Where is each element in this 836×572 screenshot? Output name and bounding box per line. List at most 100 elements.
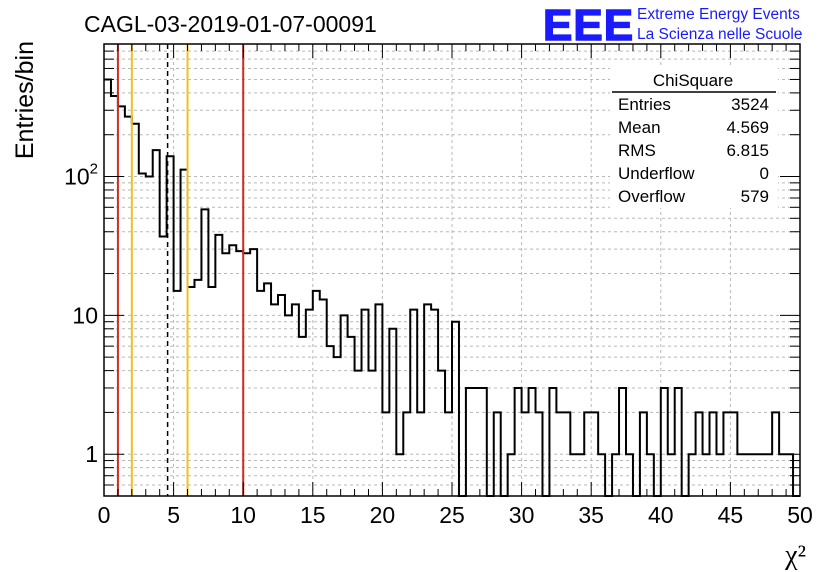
- chart-title: CAGL-03-2019-01-07-00091: [84, 11, 377, 37]
- histogram-bin: [201, 209, 208, 496]
- x-tick-label: 5: [167, 502, 180, 528]
- histogram-bin: [522, 412, 529, 496]
- x-tick-label: 45: [718, 502, 744, 528]
- histogram-bin: [382, 412, 389, 496]
- stats-box-title: ChiSquare: [653, 71, 733, 90]
- histogram-bin: [473, 388, 480, 496]
- histogram-bin: [236, 251, 243, 496]
- histogram-bin: [306, 310, 313, 496]
- stats-row-value: 4.569: [726, 118, 769, 137]
- histogram-bin: [153, 150, 160, 496]
- histogram-bin: [424, 304, 431, 496]
- stats-row-label: Overflow: [618, 187, 686, 206]
- histogram-bin: [661, 388, 668, 496]
- histogram-bin: [132, 124, 139, 496]
- histogram-bin: [389, 329, 396, 496]
- histogram-bin: [536, 412, 543, 496]
- histogram-bin: [591, 412, 598, 496]
- x-axis-label: χ²: [784, 540, 806, 571]
- histogram-bin: [570, 454, 577, 496]
- histogram-bin: [292, 304, 299, 496]
- histogram-bin: [668, 454, 675, 496]
- stats-row-value: 6.815: [726, 141, 769, 160]
- histogram-bin: [362, 310, 369, 496]
- x-tick-label: 20: [370, 502, 396, 528]
- x-tick-label: 15: [300, 502, 326, 528]
- histogram-bin: [494, 412, 501, 496]
- histogram-bin: [723, 412, 730, 496]
- histogram-bin: [278, 295, 285, 496]
- histogram-bin: [188, 287, 195, 496]
- histogram-bin: [104, 79, 111, 496]
- x-tick-label: 25: [439, 502, 465, 528]
- histogram-bin: [549, 388, 556, 496]
- histogram-bin: [285, 315, 292, 496]
- histogram-bin: [619, 388, 626, 496]
- axis-ticks: [103, 44, 801, 496]
- histogram-bin: [348, 337, 355, 496]
- stats-box-background: [610, 66, 778, 208]
- histogram-bin: [355, 371, 362, 496]
- histogram-bin: [696, 412, 703, 496]
- histogram-bin: [716, 454, 723, 496]
- y-tick-label: 1: [85, 441, 98, 467]
- histogram-bin: [779, 454, 786, 496]
- histogram-bin: [215, 235, 222, 496]
- histogram-bin: [334, 357, 341, 496]
- histogram-bin: [118, 106, 125, 496]
- histogram-bin: [647, 454, 654, 496]
- stats-box: ChiSquare Entries 3524 Mean 4.569 RMS 6.815 Un…: [610, 66, 778, 208]
- stats-row-value: 3524: [731, 95, 769, 114]
- histogram-bin: [403, 412, 410, 496]
- histogram-bin: [139, 174, 146, 496]
- histogram-bin: [111, 96, 118, 496]
- histogram-bin: [612, 454, 619, 496]
- histogram-bin: [703, 454, 710, 496]
- histogram-bin: [417, 412, 424, 496]
- histogram: [104, 78, 800, 497]
- histogram-bin: [313, 291, 320, 496]
- histogram-bin: [556, 412, 563, 496]
- histogram-bin: [758, 454, 765, 496]
- histogram-bin: [327, 346, 334, 496]
- y-tick-label: 102: [64, 160, 98, 189]
- histogram-bin: [208, 287, 215, 496]
- histogram-bin: [710, 412, 717, 496]
- histogram-bin: [229, 245, 236, 496]
- x-tick-label: 10: [230, 502, 256, 528]
- histogram-bin: [160, 236, 167, 496]
- histogram-bin: [598, 454, 605, 496]
- y-axis-label: Entries/bin: [11, 41, 39, 159]
- histogram-bin: [675, 388, 682, 496]
- histogram-bin: [529, 388, 536, 496]
- histogram-bin: [577, 454, 584, 496]
- histogram-bin: [765, 454, 772, 496]
- histogram-bin: [146, 176, 153, 496]
- histogram-bin: [341, 315, 348, 496]
- histogram-bin: [320, 300, 327, 496]
- reference-lines: [116, 44, 245, 496]
- histogram-bin: [174, 291, 181, 496]
- histogram-bin: [250, 249, 257, 496]
- histogram-bin: [410, 310, 417, 496]
- histogram-bin: [271, 304, 278, 496]
- histogram-bin: [751, 454, 758, 496]
- histogram-bin: [194, 280, 201, 496]
- histogram-bin: [264, 283, 271, 496]
- y-tick-labels: 1 10 102: [64, 160, 98, 467]
- histogram-bin: [480, 388, 487, 496]
- stats-row-value: 0: [760, 164, 769, 183]
- x-tick-labels: 0 5 10 15 20 25 30 35 40 45 50: [98, 502, 813, 528]
- stats-row-label: Underflow: [618, 164, 695, 183]
- histogram-bin: [563, 412, 570, 496]
- logo: EEE Extreme Energy Events La Scienza nel…: [542, 0, 802, 51]
- stats-row-label: RMS: [618, 141, 656, 160]
- x-tick-label: 0: [98, 502, 111, 528]
- histogram-bin: [626, 454, 633, 496]
- histogram-bin: [396, 454, 403, 496]
- x-tick-label: 40: [648, 502, 674, 528]
- stats-row-label: Mean: [618, 118, 661, 137]
- histogram-outline: [104, 78, 800, 497]
- x-tick-label: 50: [787, 502, 813, 528]
- histogram-bin: [243, 253, 250, 496]
